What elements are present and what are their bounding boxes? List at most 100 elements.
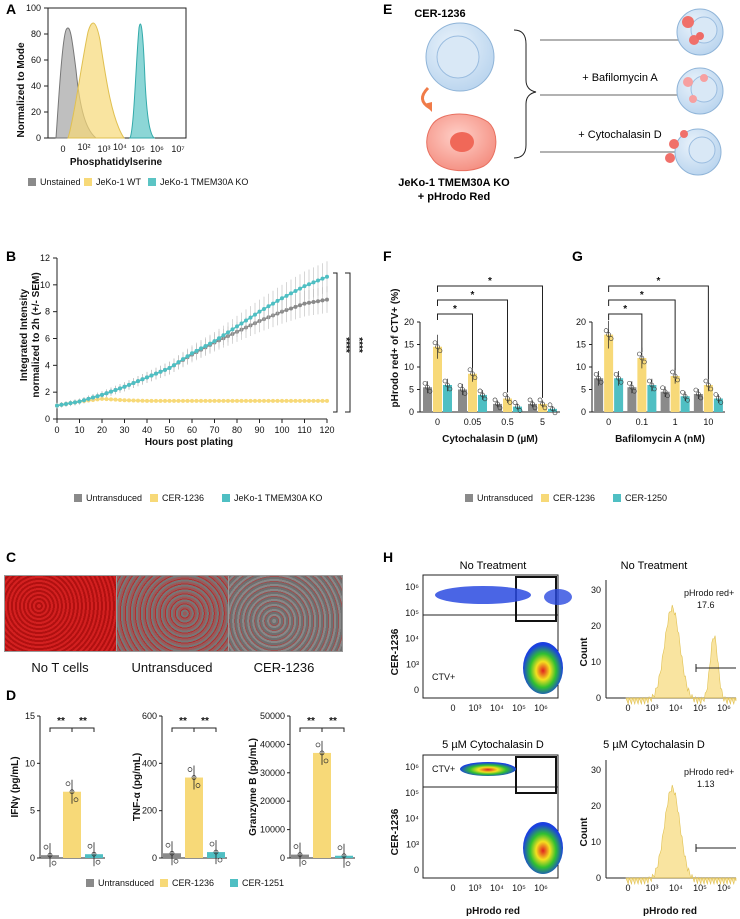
data-point	[507, 400, 513, 405]
tick-label: 70	[209, 425, 219, 435]
tick-label: 10	[25, 758, 35, 768]
data-point	[127, 382, 131, 387]
tick-label: 20	[97, 425, 107, 435]
data-point	[244, 398, 248, 403]
data-point	[662, 389, 668, 395]
tick-label: 15	[25, 711, 35, 721]
histogram-jeko-wt	[67, 22, 125, 139]
tick-label: 0.5	[501, 417, 514, 427]
data-point	[323, 758, 329, 764]
data-point	[311, 300, 316, 305]
data-point	[649, 382, 655, 388]
data-point	[293, 304, 298, 309]
population-pos	[544, 589, 572, 605]
sig-label: *	[471, 290, 475, 301]
data-point	[158, 398, 163, 403]
histogram-tmem30a-ko	[129, 23, 156, 139]
legend-label: Untransduced	[98, 878, 154, 888]
d-ylabel: Granzyme B (pg/mL)	[248, 738, 259, 836]
data-point	[109, 397, 113, 402]
data-point	[708, 386, 714, 392]
data-point	[598, 379, 604, 385]
data-point	[154, 398, 158, 403]
data-point	[675, 377, 680, 383]
data-point	[145, 398, 149, 403]
sig-label: *	[657, 276, 661, 287]
data-point	[167, 366, 172, 371]
data-point	[680, 389, 685, 395]
tick-label: 0	[409, 407, 414, 417]
bar	[443, 385, 452, 412]
tick-label: 10⁵	[512, 703, 526, 713]
tick-label: 10	[74, 425, 84, 435]
data-point	[230, 327, 235, 332]
sig-bracket	[193, 727, 217, 732]
data-point	[136, 398, 140, 403]
data-point	[203, 398, 208, 403]
tick-label: 20	[591, 801, 601, 811]
sig-bracket	[437, 285, 543, 398]
tick-label: 10⁶	[534, 703, 548, 713]
data-point	[311, 280, 316, 285]
scatter-frame	[422, 574, 559, 699]
data-point	[706, 382, 711, 388]
tick-label: 0	[280, 853, 285, 863]
arrow-label-bafilomycin: + Bafilomycin A	[582, 72, 658, 84]
tick-label: 40	[31, 81, 41, 91]
bar	[468, 373, 477, 412]
tick-label: 10	[591, 837, 601, 847]
data-point	[341, 853, 347, 859]
tick-label: 20	[576, 317, 586, 327]
data-point	[665, 393, 670, 399]
bar	[478, 394, 487, 412]
d-ylabel: IFNγ (pg/mL)	[10, 756, 21, 817]
label-no-t-cells: No T cells	[31, 660, 89, 675]
tumor-cell	[426, 113, 497, 172]
panel-a-legend: Unstained JeKo-1 WT JeKo-1 TMEM30A KO	[28, 177, 248, 187]
data-point	[547, 402, 553, 408]
data-point	[298, 398, 302, 403]
tick-label: 5	[30, 806, 35, 816]
data-point	[319, 750, 325, 756]
panel-label-e: E	[383, 1, 392, 17]
legend-swatch	[86, 879, 94, 887]
h-xlabel-hist: pHrodo red	[643, 906, 697, 917]
tick-label: 0	[435, 417, 440, 427]
h-gate-value-top: 17.6	[697, 600, 715, 610]
data-point	[422, 380, 428, 386]
bar	[713, 398, 723, 412]
data-point	[77, 399, 82, 404]
panel-d-plots: 0 5 10 15 IFNγ (pg/mL) ** ** 0 200 400 600 TNF-α (p…	[10, 711, 355, 868]
data-point	[302, 398, 307, 403]
tick-label: 10⁵	[405, 788, 419, 798]
data-point	[316, 398, 320, 403]
data-point	[239, 398, 244, 403]
data-point	[307, 300, 311, 305]
svg-text:10⁴: 10⁴	[113, 142, 127, 152]
population-ctv	[435, 586, 531, 604]
data-point	[492, 397, 498, 403]
data-point	[293, 398, 298, 403]
data-point	[497, 405, 503, 411]
panel-label-b: B	[6, 248, 16, 264]
panel-label-h: H	[383, 549, 393, 565]
panel-g-xlabel: Bafilomycin A (nM)	[615, 434, 705, 445]
tick-label: 0	[450, 703, 455, 713]
data-point	[109, 389, 113, 394]
data-point	[173, 858, 179, 864]
panel-b-xlabel: Hours post plating	[145, 437, 233, 448]
panel-label-d: D	[6, 687, 16, 703]
tick-label: 12	[40, 253, 50, 263]
sig-bracket	[437, 299, 508, 393]
bar	[693, 394, 703, 412]
tick-label: 30	[591, 585, 601, 595]
tick-label: 10⁴	[405, 814, 419, 824]
data-point	[696, 391, 701, 397]
data-point	[185, 354, 190, 359]
data-point	[248, 315, 253, 320]
data-point	[266, 398, 271, 403]
legend-swatch	[74, 494, 82, 502]
data-point	[104, 397, 109, 402]
legend-swatch	[465, 494, 473, 502]
data-point	[104, 391, 109, 396]
